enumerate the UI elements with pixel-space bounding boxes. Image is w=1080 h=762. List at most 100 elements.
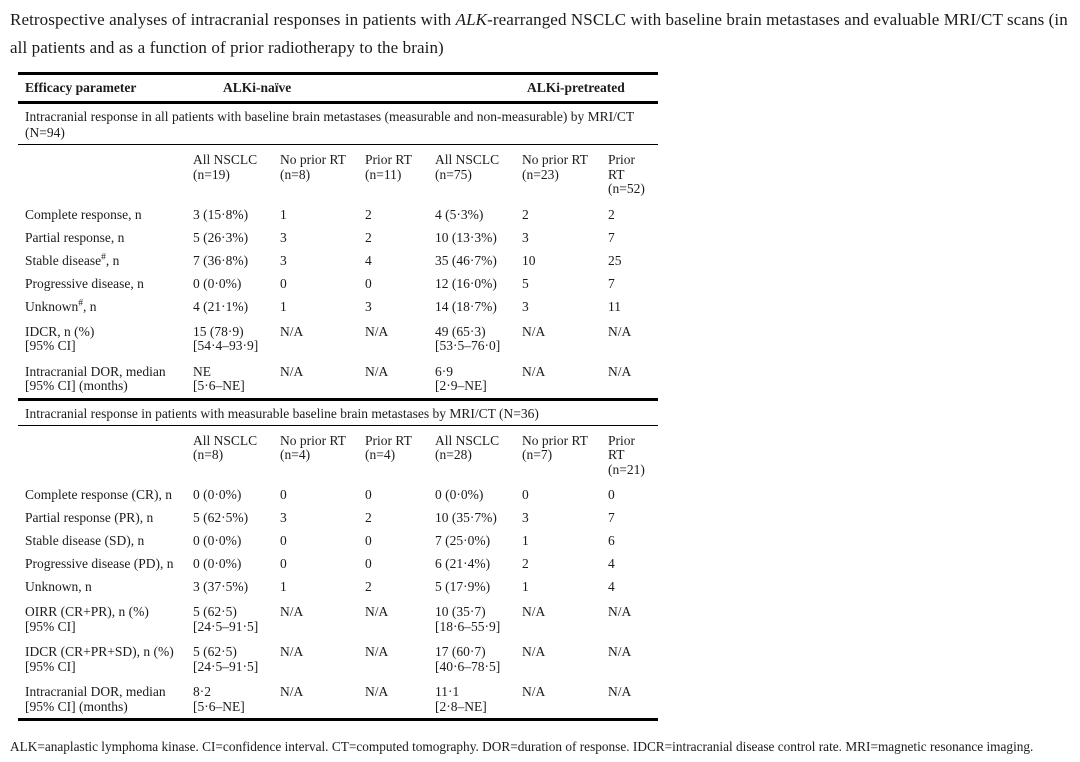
- table-row: Intracranial DOR, median [95% CI] (months…: [18, 358, 658, 400]
- cell-value-line: 5 (62·5): [193, 604, 237, 620]
- table-cell: 10 (35·7%): [435, 510, 497, 526]
- table-row: Complete response, n 3 (15·8%) 1 2 4 (5·3%) 2…: [18, 203, 658, 226]
- table-cell: 1: [280, 298, 287, 314]
- table-cell: 1: [522, 533, 529, 549]
- cell-value-line: 17 (60·7): [435, 644, 486, 660]
- row-label-line1: Partial response (PR), n: [25, 510, 154, 526]
- column-header-n: (n=75): [435, 166, 472, 182]
- table-row: Intracranial DOR, median [95% CI] (months…: [18, 678, 658, 720]
- table-cell: 3: [522, 229, 529, 245]
- table-cell: N/A: [608, 684, 632, 700]
- table-cell: 2: [522, 206, 529, 222]
- title-text-post: -rearranged NSCLC with baseline brain me…: [10, 10, 1068, 57]
- column-header-label: Prior RT: [365, 152, 412, 168]
- row-label: Partial response (PR), n: [18, 506, 185, 529]
- row-label-line1: Intracranial DOR, median: [25, 684, 166, 700]
- table-cell: N/A: [365, 644, 389, 660]
- table-cell: N/A: [280, 323, 304, 339]
- column-subheader-row: All NSCLC (n=8) No prior RT (n=4) Prior RT (n…: [18, 425, 658, 483]
- table-cell: 10 (13·3%): [435, 229, 497, 245]
- cell-value-line: 49 (65·3): [435, 323, 486, 339]
- row-label-line1: Complete response, n: [25, 206, 142, 222]
- cell-value-line: 11·1: [435, 684, 460, 700]
- row-label-line2: [95% CI]: [25, 618, 76, 634]
- row-label: Progressive disease (PD), n: [18, 552, 185, 575]
- table-cell: 0 (0·0%): [193, 487, 242, 503]
- row-label-line2: [95% CI] (months): [25, 698, 128, 714]
- column-header-n: (n=23): [522, 166, 559, 182]
- table-cell: NE [5·6–NE]: [185, 358, 272, 400]
- column-header-n: (n=28): [435, 447, 472, 463]
- table-group-header-row: Efficacy parameter ALKi-naïve ALKi-pretr…: [18, 74, 659, 103]
- table-cell: 2: [365, 229, 372, 245]
- row-label: Intracranial DOR, median [95% CI] (months…: [18, 678, 185, 720]
- column-header-n: (n=21): [608, 461, 645, 477]
- table-cell: N/A: [522, 684, 546, 700]
- table-cell: 10: [522, 252, 536, 268]
- table-cell: 11·1 [2·8–NE]: [427, 678, 514, 720]
- table-cell: 35 (46·7%): [435, 252, 497, 268]
- table-row: Stable disease#, n 7 (36·8%) 3 4 35 (46·7%) 1…: [18, 249, 658, 272]
- table-cell: 12 (16·0%): [435, 275, 497, 291]
- cell-value-line: [53·5–76·0]: [435, 338, 501, 354]
- table-cell: 0 (0·0%): [193, 556, 242, 572]
- table-cell: 5 (17·9%): [435, 579, 491, 595]
- table-cell: 0 (0·0%): [193, 275, 242, 291]
- table-cell: 2: [365, 206, 372, 222]
- table-cell: N/A: [522, 363, 546, 379]
- table-row: IDCR, n (%) [95% CI] 15 (78·9) [54·4–93·9] N…: [18, 318, 658, 358]
- row-label-line1: Unknown, n: [25, 579, 92, 595]
- table-cell: 11: [608, 298, 621, 314]
- empty-label-cell: [18, 425, 185, 483]
- table-cell: 25: [608, 252, 622, 268]
- table-cell: 8·2 [5·6–NE]: [185, 678, 272, 720]
- column-header-efficacy-parameter: Efficacy parameter: [25, 80, 137, 96]
- table-cell: 7 (36·8%): [193, 252, 249, 268]
- table-cell: N/A: [280, 684, 304, 700]
- table-cell: 0: [280, 275, 287, 291]
- table-cell: 3: [522, 510, 529, 526]
- table-row: Complete response (CR), n 0 (0·0%) 0 0 0 (0·…: [18, 483, 658, 506]
- row-label-line2: [95% CI]: [25, 658, 76, 674]
- row-label: Partial response, n: [18, 226, 185, 249]
- cell-value-line: [2·9–NE]: [435, 378, 487, 394]
- table-cell: 0: [522, 487, 529, 503]
- column-header: All NSCLC (n=28): [427, 425, 514, 483]
- table-cell: N/A: [608, 323, 632, 339]
- table-cell: 0: [608, 487, 615, 503]
- table-cell: 5 (62·5%): [193, 510, 249, 526]
- table-cell: 3: [280, 229, 287, 245]
- cell-value-line: [24·5–91·5]: [193, 658, 259, 674]
- table-cell: 2: [608, 206, 615, 222]
- row-label: Stable disease (SD), n: [18, 529, 185, 552]
- cell-value-line: 10 (35·7): [435, 604, 486, 620]
- table-row: Partial response (PR), n 5 (62·5%) 3 2 10 (3…: [18, 506, 658, 529]
- row-label: Unknown#, n: [18, 295, 185, 318]
- table-cell: 5 (26·3%): [193, 229, 249, 245]
- table-cell: N/A: [522, 644, 546, 660]
- table-cell: N/A: [522, 323, 546, 339]
- row-label-line1: Complete response (CR), n: [25, 487, 172, 503]
- column-header-label: All NSCLC: [193, 432, 258, 448]
- table-row: Unknown, n 3 (37·5%) 1 2 5 (17·9%) 1 4: [18, 575, 658, 598]
- column-header-n: (n=11): [365, 166, 402, 182]
- table-cell: 5 (62·5) [24·5–91·5]: [185, 638, 272, 678]
- table-cell: 2: [522, 556, 529, 572]
- row-label-line1: IDCR (CR+PR+SD), n (%): [25, 644, 174, 660]
- column-header: No prior RT (n=4): [272, 425, 357, 483]
- row-label-line2: [95% CI] (months): [25, 378, 128, 394]
- column-header: All NSCLC (n=19): [185, 145, 272, 203]
- table-row: Progressive disease, n 0 (0·0%) 0 0 12 (16·0…: [18, 272, 658, 295]
- cell-value-line: 8·2: [193, 684, 211, 700]
- table-cell: 4: [608, 579, 615, 595]
- column-header-label: Prior RT: [608, 432, 635, 463]
- table-cell: 0: [280, 487, 287, 503]
- column-header-n: (n=8): [193, 447, 224, 463]
- title-text-pre: Retrospective analyses of intracranial r…: [10, 10, 456, 29]
- table-cell: 0: [365, 533, 372, 549]
- section-title: Intracranial response in all patients wi…: [18, 102, 659, 146]
- column-header-n: (n=7): [522, 447, 553, 463]
- table-cell: 5 (62·5) [24·5–91·5]: [185, 598, 272, 638]
- table-cell: N/A: [608, 644, 632, 660]
